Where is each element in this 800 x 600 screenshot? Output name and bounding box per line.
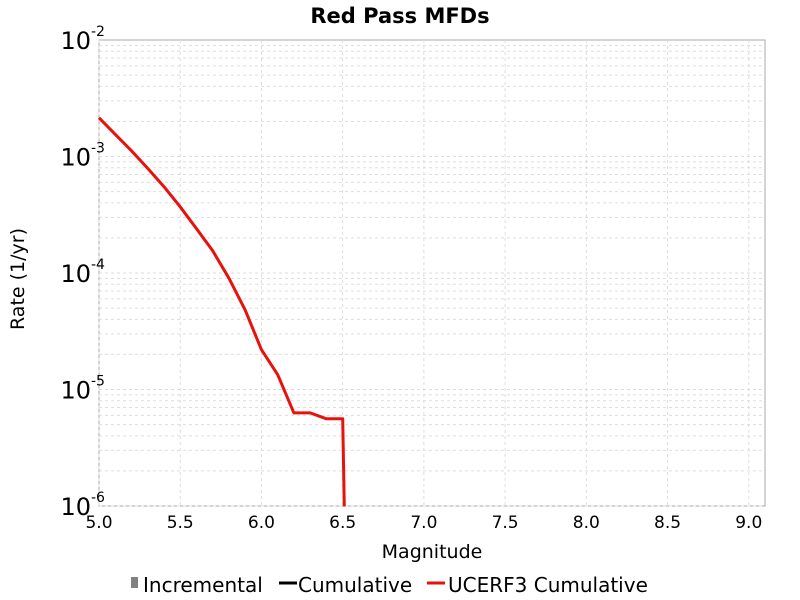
x-tick-label: 7.0 (410, 513, 437, 533)
legend-item: UCERF3 Cumulative (427, 573, 648, 597)
y-tick-exponent: -4 (91, 257, 105, 273)
y-tick-exponent: -3 (91, 141, 105, 157)
x-tick-label: 5.5 (167, 513, 194, 533)
y-tick-label: 10 -6 (60, 490, 105, 521)
y-axis-title: Rate (1/yr) (7, 228, 29, 330)
legend-label: UCERF3 Cumulative (448, 573, 648, 597)
y-tick-labels: 10-210-310-410-510-6 (60, 24, 105, 521)
legend-item: Cumulative (279, 573, 412, 597)
y-tick-label: 10 -4 (60, 257, 105, 288)
legend-swatch-bar (131, 577, 138, 588)
series-line-ucerf3-cumulative (97, 116, 346, 507)
y-tick-base: 10 (60, 260, 91, 288)
x-tick-label: 5.0 (85, 513, 112, 533)
x-tick-label: 6.5 (329, 513, 356, 533)
legend-label: Cumulative (298, 573, 412, 597)
y-tick-base: 10 (60, 27, 91, 55)
series-layer (97, 116, 346, 507)
y-tick-base: 10 (60, 144, 91, 172)
y-tick-label: 10 -3 (60, 141, 105, 172)
legend: Incremental Cumulative UCERF3 Cumulative (131, 573, 648, 597)
y-tick-exponent: -6 (91, 490, 105, 506)
y-tick-exponent: -2 (91, 24, 105, 40)
y-tick-label: 10 -2 (60, 24, 105, 55)
x-axis-title: Magnitude (382, 541, 483, 563)
grid (98, 40, 765, 507)
legend-item: Incremental (131, 573, 263, 597)
y-tick-label: 10 -5 (60, 374, 105, 405)
y-tick-exponent: -5 (91, 374, 105, 390)
x-tick-label: 8.5 (654, 513, 681, 533)
x-tick-label: 6.0 (248, 513, 275, 533)
y-tick-base: 10 (60, 377, 91, 405)
chart-title: Red Pass MFDs (310, 4, 489, 28)
legend-label: Incremental (143, 573, 263, 597)
x-tick-labels: 5.0 5.5 6.0 6.5 7.0 7.5 8.0 8.5 9.0 (85, 513, 762, 533)
x-tick-label: 9.0 (735, 513, 762, 533)
y-tick-base: 10 (60, 493, 91, 521)
x-tick-label: 8.0 (573, 513, 600, 533)
x-tick-label: 7.5 (492, 513, 519, 533)
